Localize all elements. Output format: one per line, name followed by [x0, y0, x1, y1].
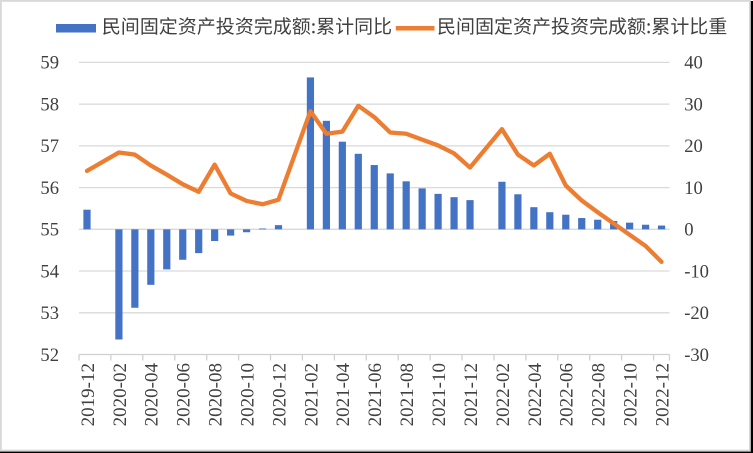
svg-text:10: 10 — [684, 178, 703, 199]
svg-text:57: 57 — [40, 136, 59, 157]
svg-text:2021-12: 2021-12 — [461, 363, 482, 426]
svg-text:20: 20 — [684, 136, 703, 157]
svg-text:30: 30 — [684, 94, 703, 115]
svg-text:58: 58 — [40, 94, 59, 115]
svg-text:54: 54 — [40, 261, 59, 282]
svg-text:0: 0 — [684, 220, 693, 241]
svg-text:2020-04: 2020-04 — [142, 363, 163, 427]
svg-text:2021-04: 2021-04 — [333, 363, 354, 427]
svg-text:-30: -30 — [684, 345, 709, 366]
svg-text:2019-12: 2019-12 — [78, 363, 99, 426]
svg-text:55: 55 — [40, 220, 59, 241]
svg-text:2021-06: 2021-06 — [365, 363, 386, 426]
svg-text:56: 56 — [40, 178, 59, 199]
svg-text:-10: -10 — [684, 261, 709, 282]
svg-text:2021-08: 2021-08 — [397, 363, 418, 426]
svg-text:2022-02: 2022-02 — [493, 363, 514, 426]
svg-text:2020-08: 2020-08 — [206, 363, 227, 426]
svg-text:2021-10: 2021-10 — [429, 363, 450, 426]
svg-text:2020-10: 2020-10 — [238, 363, 259, 426]
svg-text:2022-06: 2022-06 — [557, 363, 578, 426]
svg-text:59: 59 — [40, 53, 59, 74]
svg-text:2022-12: 2022-12 — [652, 363, 673, 426]
svg-text:2020-12: 2020-12 — [269, 363, 290, 426]
svg-text:2022-10: 2022-10 — [621, 363, 642, 426]
svg-text:53: 53 — [40, 303, 59, 324]
svg-text:2020-06: 2020-06 — [174, 363, 195, 426]
svg-text:40: 40 — [684, 53, 703, 74]
svg-text:2021-02: 2021-02 — [301, 363, 322, 426]
svg-text:-20: -20 — [684, 303, 709, 324]
svg-text:52: 52 — [40, 345, 59, 366]
svg-text:2020-02: 2020-02 — [110, 363, 131, 426]
svg-text:2022-04: 2022-04 — [525, 363, 546, 427]
svg-text:2022-08: 2022-08 — [589, 363, 610, 426]
